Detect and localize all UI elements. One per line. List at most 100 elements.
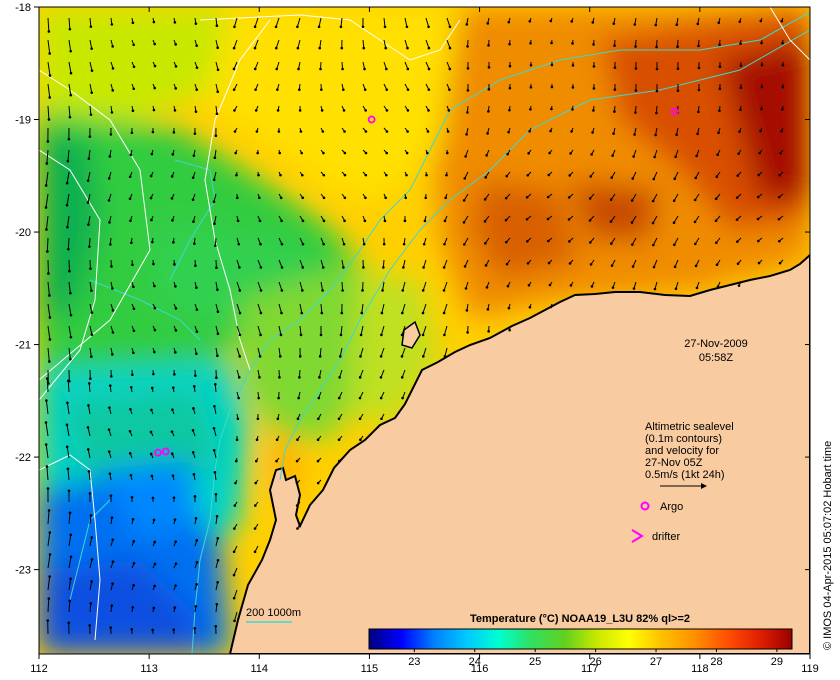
velocity-vector-head (485, 154, 488, 157)
velocity-vector-head (129, 385, 133, 389)
velocity-vector-head (111, 331, 115, 334)
velocity-vector-head (528, 129, 531, 133)
velocity-vector (213, 406, 217, 415)
velocity-vector-head (48, 531, 52, 534)
velocity-vector-head (382, 266, 385, 269)
velocity-vector-head (363, 219, 367, 223)
velocity-vector (341, 281, 344, 291)
velocity-vector (68, 578, 72, 591)
sst-field (39, 7, 810, 654)
velocity-vector-head (778, 261, 782, 265)
velocity-vector (296, 17, 301, 27)
velocity-vector-head (300, 173, 304, 177)
velocity-vector-head (174, 351, 177, 354)
velocity-vector-head (550, 63, 554, 67)
sealevel-contours (39, 7, 810, 641)
velocity-vector-head (359, 438, 362, 442)
velocity-vector (361, 303, 364, 314)
velocity-vector (404, 17, 408, 27)
velocity-vector-head (483, 220, 487, 223)
velocity-vector-head (322, 219, 326, 223)
velocity-vector-head (194, 605, 198, 608)
velocity-vector-head (173, 606, 177, 609)
velocity-vector-head (504, 196, 508, 200)
velocity-vector (47, 347, 50, 362)
velocity-vector-head (232, 573, 236, 577)
velocity-vector-head (738, 130, 741, 133)
velocity-vector-head (233, 527, 236, 530)
velocity-vector-head (609, 198, 613, 201)
velocity-vector-head (279, 196, 283, 200)
velocity-vector-head (216, 310, 220, 314)
velocity-vector-head (321, 289, 324, 292)
velocity-vector-head (192, 220, 195, 223)
velocity-vector-head (191, 451, 195, 454)
velocity-vector-head (340, 46, 344, 50)
velocity-vector-head (48, 316, 52, 319)
velocity-vector-head (527, 283, 531, 287)
velocity-vector-head (632, 287, 636, 290)
velocity-vector-head (613, 66, 617, 69)
velocity-vector-head (45, 377, 49, 380)
velocity-vector (278, 325, 282, 336)
velocity-vector (68, 281, 71, 294)
velocity-vector-head (90, 47, 93, 50)
velocity-vector-head (445, 173, 448, 177)
velocity-vector (380, 369, 385, 378)
velocity-vector-head (107, 199, 111, 202)
velocity-vector-head (443, 333, 446, 337)
velocity-vector-head (568, 174, 572, 177)
velocity-vector-head (295, 481, 299, 485)
velocity-vector-head (173, 373, 176, 376)
velocity-vector-head (590, 285, 594, 288)
velocity-vector-head (485, 286, 489, 289)
velocity-vector-head (110, 604, 114, 607)
velocity-vector-head (153, 306, 157, 310)
velocity-vector-head (215, 602, 219, 606)
velocity-vector-head (592, 65, 596, 68)
velocity-vector-head (48, 294, 51, 297)
velocity-vector (254, 39, 259, 49)
velocity-vector-head (444, 196, 447, 200)
velocity-vector-head (280, 219, 283, 223)
velocity-vector-head (44, 443, 48, 446)
velocity-vector-head (716, 153, 719, 156)
velocity-vector (47, 303, 51, 318)
velocity-vector-head (174, 540, 178, 543)
velocity-vector (47, 105, 50, 120)
velocity-vector-head (255, 438, 259, 442)
velocity-vector (236, 325, 241, 336)
velocity-vector-head (383, 219, 387, 223)
velocity-vector-head (129, 473, 133, 477)
velocity-vector (340, 17, 343, 27)
velocity-vector-head (258, 355, 262, 358)
velocity-vector-head (258, 219, 262, 223)
velocity-vector-head (151, 240, 154, 244)
velocity-vector-head (171, 408, 174, 411)
velocity-vector (68, 556, 72, 569)
velocity-vector (236, 281, 241, 291)
velocity-vector-head (108, 155, 112, 158)
velocity-vector (319, 39, 322, 49)
velocity-vector-head (130, 495, 134, 499)
velocity-vector (46, 378, 49, 393)
velocity-vector (422, 347, 427, 357)
velocity-vector-head (316, 481, 320, 485)
velocity-vector-head (322, 173, 326, 177)
velocity-vector (88, 149, 91, 159)
velocity-vector-head (385, 151, 389, 155)
velocity-vector (47, 532, 51, 547)
velocity-vector (320, 303, 323, 313)
velocity-vector-head (487, 330, 490, 333)
velocity-vector (233, 17, 238, 27)
velocity-vector-head (195, 286, 198, 289)
velocity-vector-head (215, 24, 219, 28)
velocity-vector-head (65, 423, 69, 427)
velocity-vector-head (152, 262, 155, 266)
velocity-vector-head (739, 42, 742, 45)
velocity-vector (299, 325, 302, 335)
velocity-vector-head (777, 195, 781, 199)
velocity-vector-head (130, 627, 134, 631)
velocity-vector-head (422, 266, 425, 269)
velocity-vector-head (760, 63, 764, 67)
